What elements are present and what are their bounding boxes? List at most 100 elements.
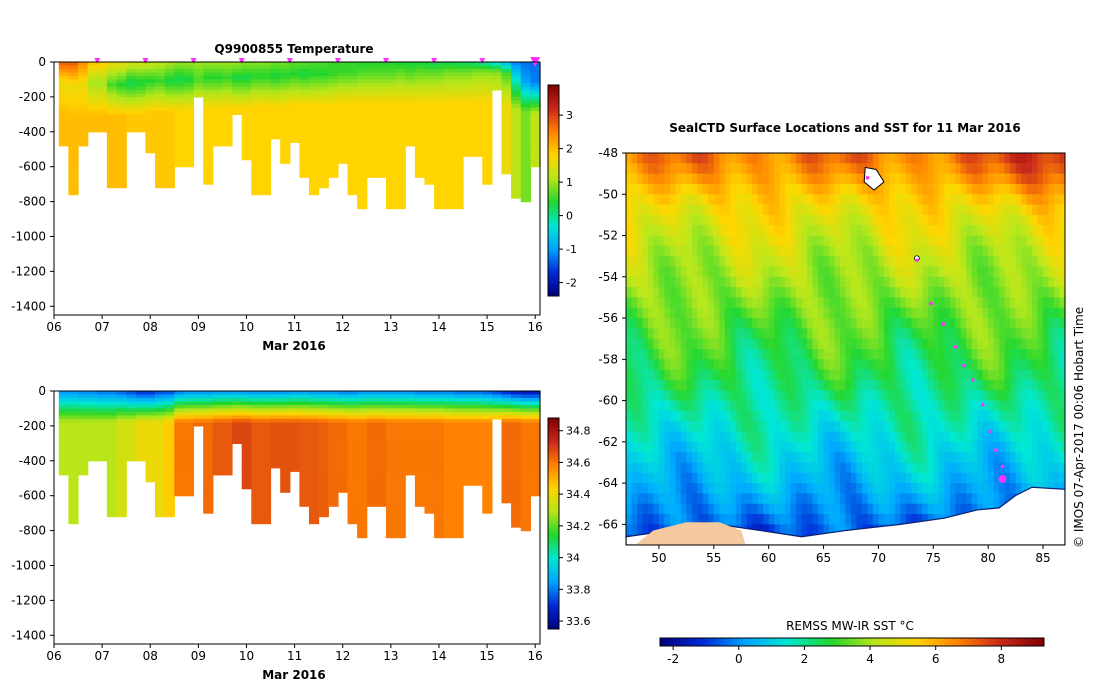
heatmap-cell <box>78 401 89 406</box>
heatmap-cell <box>328 62 339 67</box>
heatmap-cell <box>174 457 185 462</box>
heatmap-cell <box>443 439 454 444</box>
heatmap-cell <box>68 145 79 150</box>
heatmap-cell <box>203 443 214 448</box>
x-tick-label: 08 <box>143 320 158 334</box>
heatmap-cell <box>260 405 272 410</box>
heatmap-cell <box>530 107 541 112</box>
heatmap-cell <box>434 149 445 154</box>
heatmap-cell <box>203 391 214 396</box>
heatmap-cell <box>203 72 214 77</box>
heatmap-cell <box>309 100 320 105</box>
heatmap-cell <box>251 422 262 427</box>
heatmap-cell <box>414 76 426 81</box>
heatmap-cell <box>501 110 512 115</box>
heatmap-cell <box>511 173 522 178</box>
heatmap-cell <box>472 149 483 154</box>
heatmap-cell <box>299 128 310 133</box>
heatmap-cell <box>309 107 320 112</box>
heatmap-cell <box>511 488 522 493</box>
heatmap-cell <box>270 86 281 91</box>
heatmap-cell <box>491 86 503 91</box>
heatmap-cell <box>78 69 89 74</box>
heatmap-cell <box>97 96 108 101</box>
heatmap-cell <box>106 163 118 168</box>
heatmap-cell <box>203 488 214 493</box>
heatmap-cell <box>318 411 329 416</box>
heatmap-cell <box>520 523 531 528</box>
heatmap-cell <box>405 471 416 476</box>
y-tick-label: -1400 <box>11 299 46 313</box>
heatmap-cell <box>183 492 195 497</box>
heatmap-cell <box>106 62 118 67</box>
heatmap-cell <box>482 79 493 84</box>
heatmap-cell <box>501 131 512 136</box>
heatmap-cell <box>501 408 512 413</box>
heatmap-cell <box>347 488 358 493</box>
heatmap-cell <box>395 100 406 105</box>
heatmap-cell <box>97 418 108 423</box>
heatmap-cell <box>424 62 435 67</box>
heatmap-cell <box>155 166 166 171</box>
y-tick-label: -1000 <box>11 229 46 243</box>
heatmap-cell <box>511 401 522 406</box>
profile-marker <box>286 58 293 64</box>
heatmap-cell <box>203 86 214 91</box>
heatmap-cell <box>386 418 397 423</box>
heatmap-cell <box>241 117 252 122</box>
heatmap-cell <box>183 450 195 455</box>
heatmap-cell <box>472 107 483 112</box>
heatmap-cell <box>366 471 377 476</box>
heatmap-cell <box>135 93 146 98</box>
heatmap-cell <box>386 530 397 535</box>
heatmap-cell <box>280 100 291 105</box>
heatmap-cell <box>58 418 69 423</box>
heatmap-cell <box>97 457 108 462</box>
heatmap-cell <box>251 187 262 192</box>
heatmap-cell <box>366 443 377 448</box>
heatmap-cell <box>116 180 127 185</box>
heatmap-cell <box>366 436 377 441</box>
heatmap-cell <box>97 408 108 413</box>
heatmap-cell <box>520 82 531 87</box>
heatmap-cell <box>511 492 522 497</box>
heatmap-cell <box>183 391 195 396</box>
heatmap-cell <box>501 432 512 437</box>
heatmap-cell <box>366 79 377 84</box>
heatmap-cell <box>318 391 329 396</box>
heatmap-cell <box>520 481 531 486</box>
heatmap-cell <box>482 177 493 182</box>
heatmap-cell <box>155 163 166 168</box>
heatmap-cell <box>328 103 339 108</box>
heatmap-cell <box>289 418 300 423</box>
heatmap-cell <box>289 103 300 108</box>
heatmap-cell <box>280 471 291 476</box>
heatmap-cell <box>280 131 291 136</box>
heatmap-cell <box>443 145 454 150</box>
heatmap-cell <box>78 408 89 413</box>
heatmap-cell <box>174 408 185 413</box>
heatmap-cell <box>347 509 358 514</box>
heatmap-cell <box>241 439 252 444</box>
heatmap-cell <box>318 513 329 518</box>
heatmap-cell <box>212 401 223 406</box>
heatmap-cell <box>530 86 541 91</box>
heatmap-cell <box>337 114 349 119</box>
heatmap-cell <box>318 145 329 150</box>
heatmap-cell <box>511 100 522 105</box>
heatmap-cell <box>106 488 118 493</box>
heatmap-cell <box>501 96 512 101</box>
heatmap-cell <box>68 86 79 91</box>
heatmap-cell <box>337 159 349 164</box>
heatmap-cell <box>453 485 464 490</box>
heatmap-cell <box>443 89 454 94</box>
heatmap-cell <box>318 429 329 434</box>
heatmap-cell <box>443 530 454 535</box>
heatmap-cell <box>453 198 464 203</box>
heatmap-cell <box>164 159 175 164</box>
heatmap-cell <box>251 156 262 161</box>
heatmap-cell <box>78 464 89 469</box>
y-tick-label: -800 <box>19 195 46 209</box>
heatmap-cell <box>463 124 474 129</box>
heatmap-cell <box>289 432 300 437</box>
